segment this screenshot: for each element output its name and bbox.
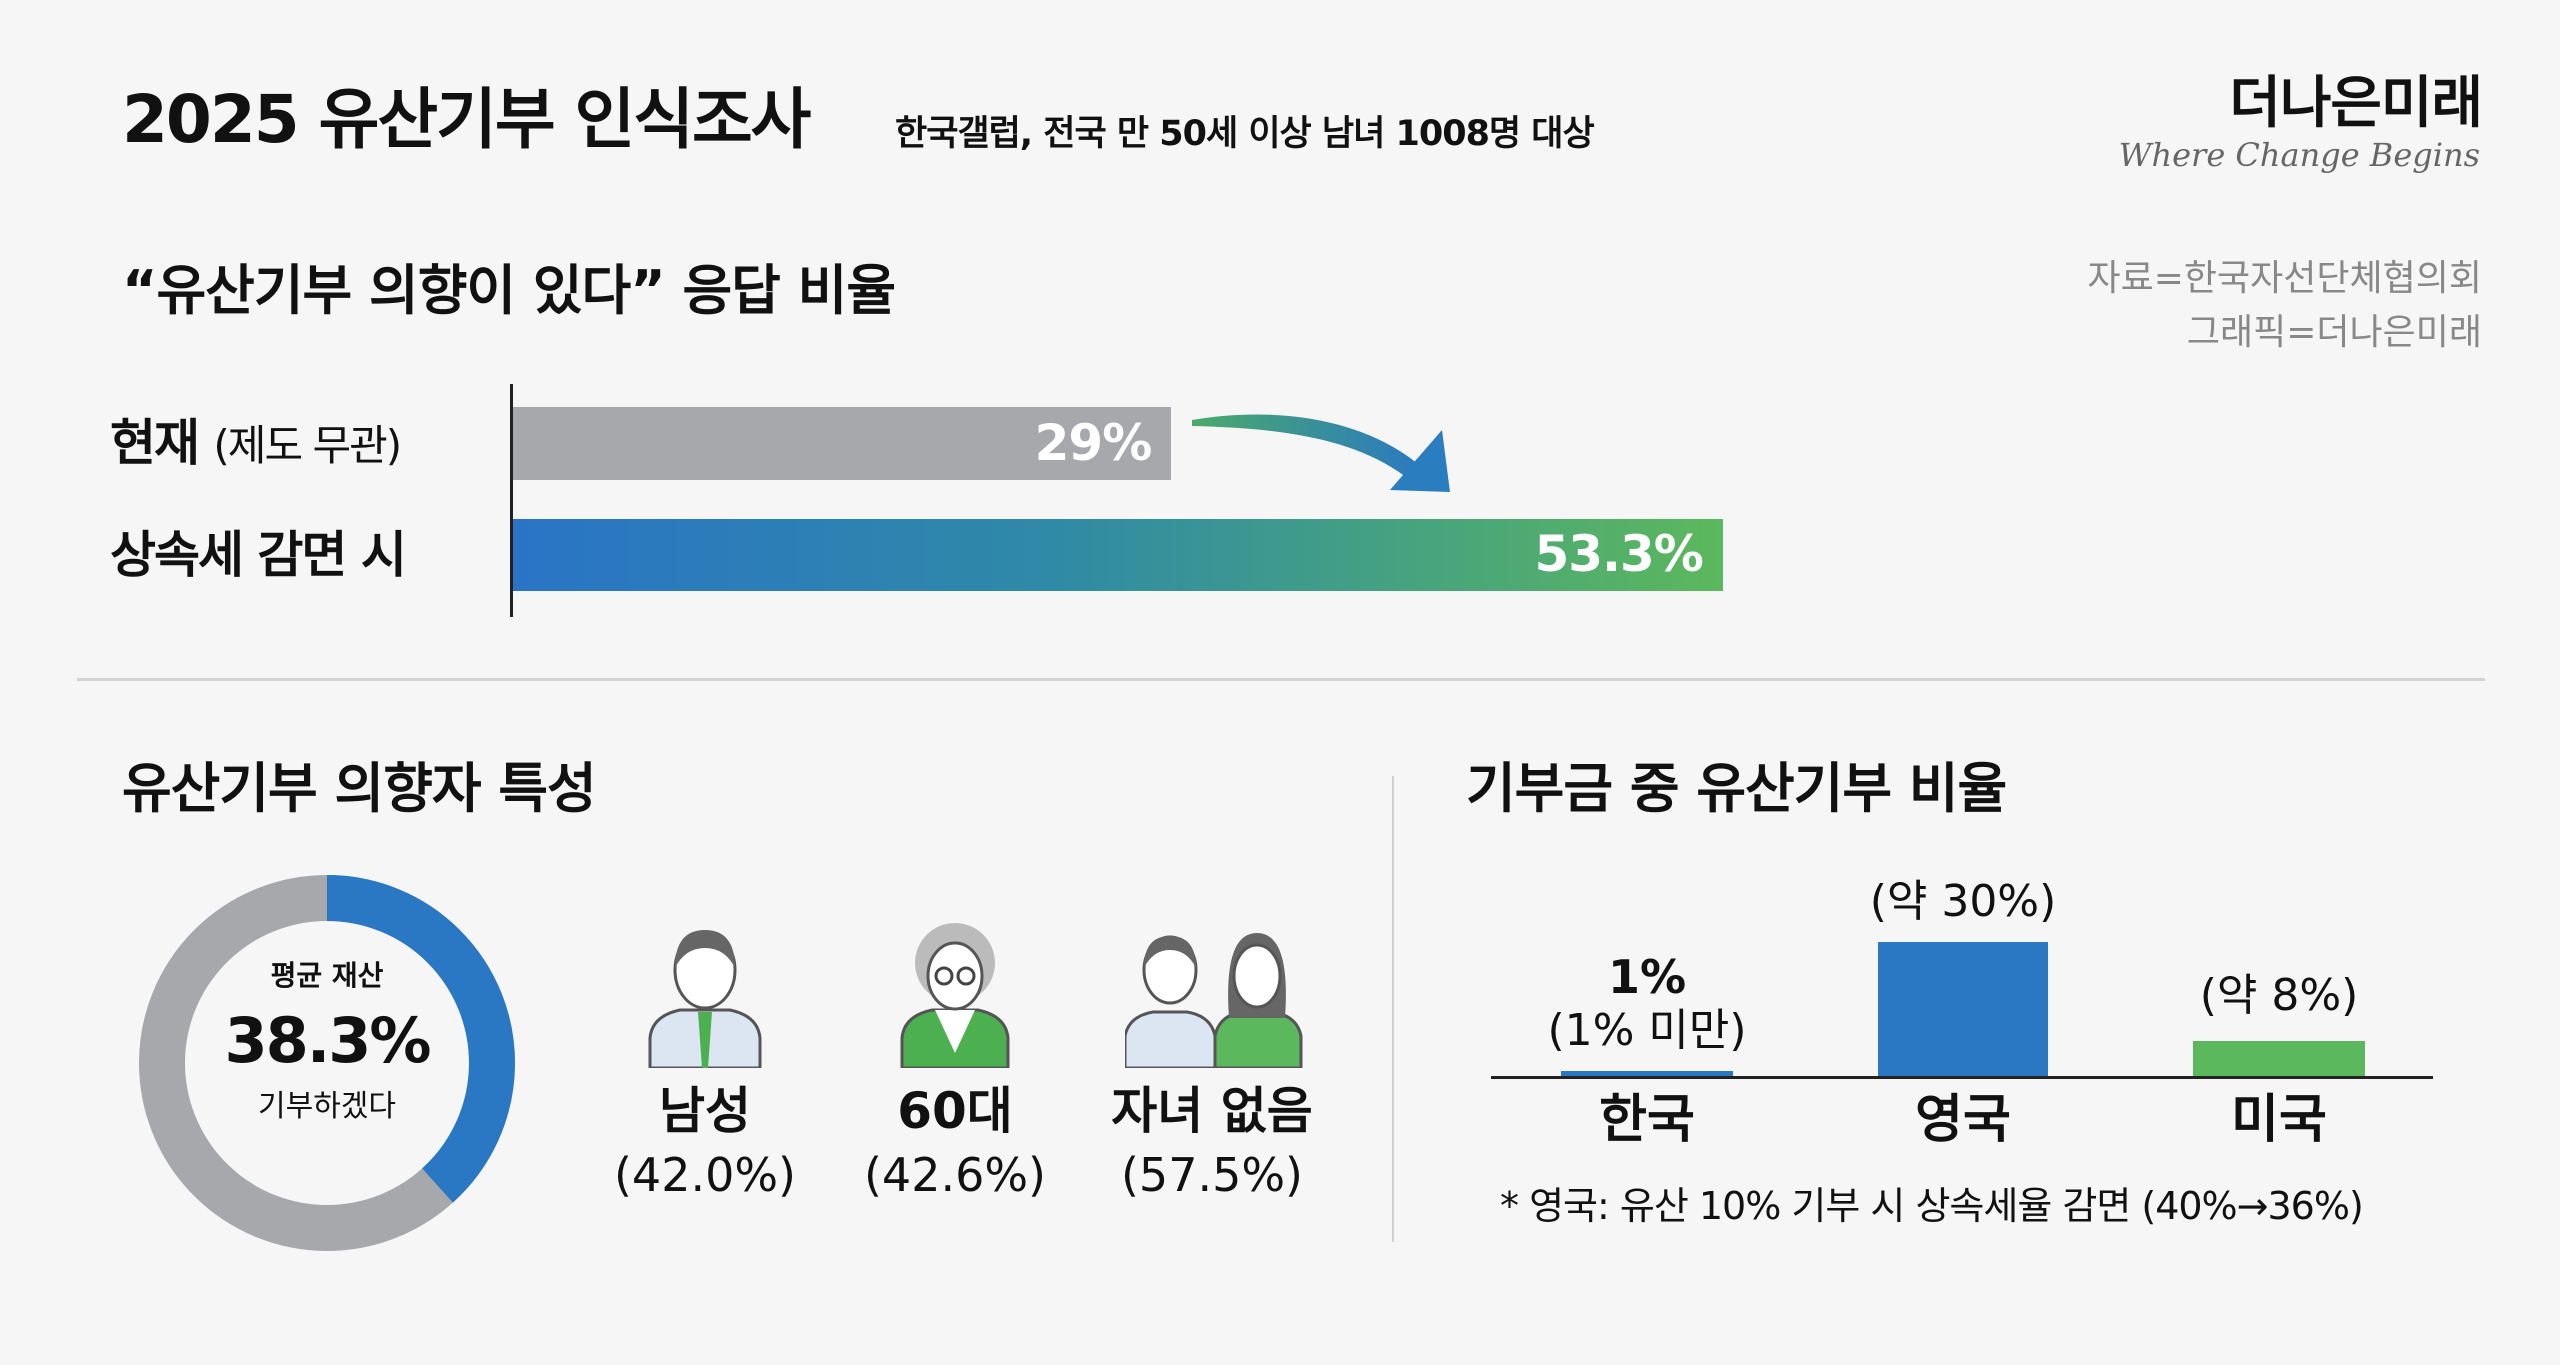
row-label-current: 현재 (제도 무관) [110, 414, 500, 475]
trait-value-male: (42.0%) [613, 1148, 797, 1202]
footnote: * 영국: 유산 10% 기부 시 상속세율 감면 (40%→36%) [1500, 1184, 2364, 1228]
row-label-tax-reduction: 상속세 감면 시 [110, 526, 407, 584]
bar-tax-reduction: 53.3% [513, 519, 1723, 591]
bar-axis [510, 384, 513, 617]
trait-value-no-children: (57.5%) [1120, 1148, 1304, 1202]
trait-label-male: 남성 [659, 1082, 751, 1140]
logo: 더나은미래 [2229, 71, 2483, 136]
trait-label-no-children: 자녀 없음 [1111, 1082, 1313, 1140]
couple-icon [1125, 933, 1303, 1068]
row-label-main: 현재 [110, 414, 200, 472]
section-title-traits: 유산기부 의향자 특성 [122, 757, 597, 820]
bar-value-korea-note: (1% 미만) [1547, 1005, 1747, 1056]
bar-korea [1561, 1071, 1733, 1077]
man-icon [648, 930, 762, 1068]
category-uk: 영국 [1915, 1090, 2011, 1150]
bar-current: 29% [513, 407, 1172, 480]
donut-bottom-label: 기부하겠다 [258, 1089, 396, 1124]
source-credit: 자료=한국자선단체협의회 [2087, 258, 2482, 299]
bar-value-uk: (약 30%) [1869, 876, 2057, 927]
bar-baseline [1491, 1076, 2433, 1079]
bar-value-label: 29% [1034, 413, 1153, 472]
category-usa: 미국 [2231, 1090, 2327, 1150]
donut-value: 38.3% [224, 1004, 431, 1077]
elderly-woman-icon [900, 923, 1010, 1068]
logo-tagline: Where Change Begins [2118, 136, 2480, 174]
bar-value-label: 53.3% [1534, 525, 1703, 584]
trait-label-60s: 60대 [897, 1082, 1013, 1140]
donut-value-segment [139, 875, 515, 1251]
column-divider [1392, 776, 1394, 1242]
section-divider [77, 678, 2485, 681]
section-title-intent: “유산기부 의향이 있다” 응답 비율 [122, 259, 896, 322]
donut-top-label: 평균 재산 [270, 959, 384, 992]
donut-chart [139, 875, 515, 1251]
bar-value-usa: (약 8%) [2199, 970, 2359, 1021]
bar-uk [1878, 942, 2048, 1077]
increase-arrow-icon [1192, 414, 1450, 492]
section-title-bequest-share: 기부금 중 유산기부 비율 [1466, 757, 2007, 820]
bar-value-korea: 1% [1607, 950, 1687, 1004]
row-label-sub: (제도 무관) [213, 421, 402, 470]
survey-subtitle: 한국갤럽, 전국 만 50세 이상 남녀 1008명 대상 [895, 114, 1595, 154]
graphic-credit: 그래픽=더나은미래 [2186, 312, 2482, 353]
bar-usa [2193, 1041, 2365, 1077]
page-title: 2025 유산기부 인식조사 [122, 81, 811, 158]
trait-value-60s: (42.6%) [863, 1148, 1047, 1202]
category-korea: 한국 [1599, 1090, 1695, 1150]
